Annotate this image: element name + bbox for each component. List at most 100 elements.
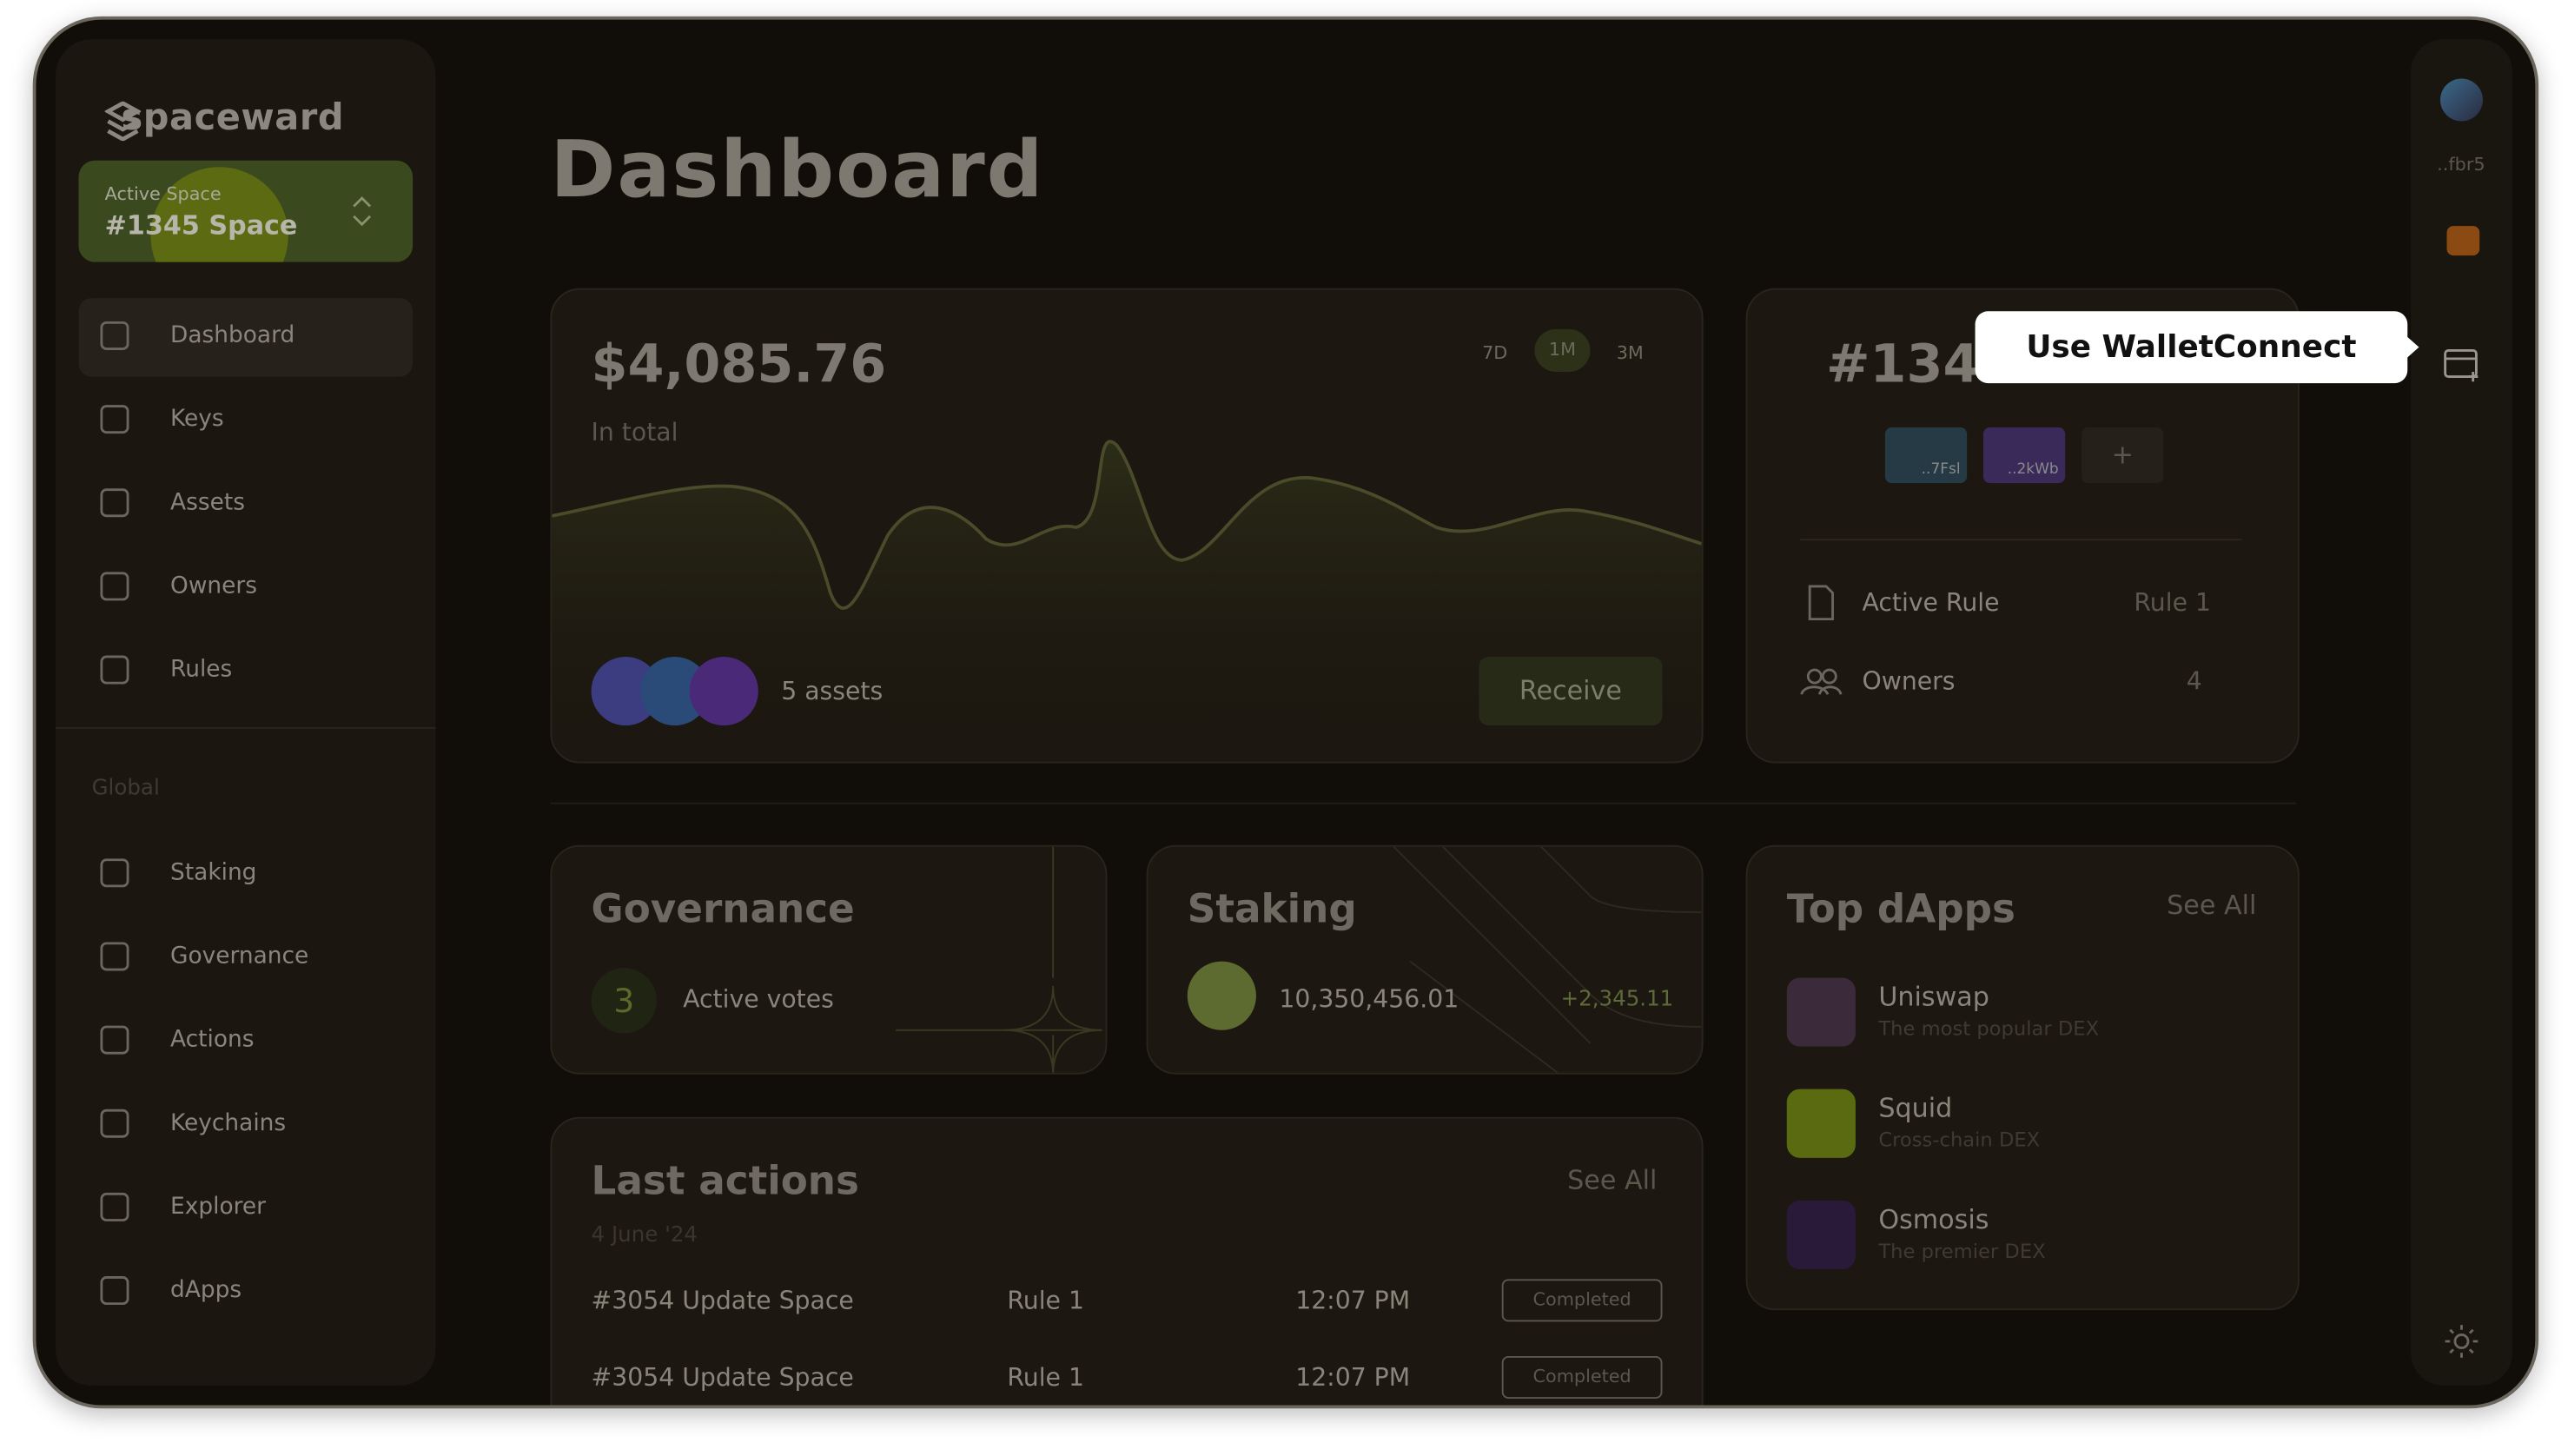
staking-change: +2,345.11: [1560, 987, 1674, 1013]
owners-icon: [1800, 668, 1843, 696]
time: 12:07 PM: [1295, 1285, 1411, 1315]
staking-token: [1187, 961, 1256, 1030]
divider: [550, 802, 2297, 804]
rule-icon: [1808, 585, 1834, 621]
action: #3054 Update Space: [591, 1285, 854, 1315]
nav-label: Actions: [170, 1027, 255, 1054]
top-dapps-card: Top dApps See All Uniswap The most popula…: [1745, 844, 2300, 1311]
nav-item[interactable]: Assets: [78, 465, 413, 543]
vote-label: Active votes: [683, 984, 834, 1014]
balance-caption: In total: [591, 417, 678, 447]
balance-sparkline: [552, 440, 1702, 762]
card-title: Staking: [1187, 885, 1357, 932]
dapp-name[interactable]: Osmosis: [1878, 1203, 1989, 1235]
status: Completed: [1501, 1279, 1663, 1322]
space-label: Active Space: [104, 183, 222, 205]
space-name: #1345 Space: [104, 209, 298, 242]
time: 12:07 PM: [1295, 1362, 1411, 1393]
last-actions-card: Last actions See All 4 June '24 #3054 Up…: [550, 1116, 1704, 1406]
nav-label: Keys: [170, 406, 224, 433]
staking-card[interactable]: Staking 10,350,456.01 +2,345.11: [1146, 844, 1704, 1075]
nav-icon: [100, 858, 129, 888]
see-all[interactable]: See All: [1567, 1164, 1658, 1196]
range-1m[interactable]: 1M: [1534, 328, 1591, 372]
nav-label: Explorer: [170, 1194, 266, 1221]
receive-button[interactable]: Receive: [1479, 656, 1663, 726]
decoration: [896, 846, 1102, 1073]
dapp-desc: The most popular DEX: [1878, 1016, 2100, 1041]
dapp-logo[interactable]: [1786, 977, 1856, 1047]
right-rail: ..fbr5: [2411, 39, 2512, 1386]
add-key[interactable]: +: [2082, 427, 2164, 484]
sidebar: spaceward Active Space #1345 Space Globa…: [56, 39, 436, 1386]
rule: Rule 1: [1007, 1285, 1084, 1315]
rule: Rule 1: [1007, 1362, 1084, 1393]
card-title: Top dApps: [1786, 885, 2015, 932]
space-switcher[interactable]: Active Space #1345 Space: [78, 160, 414, 262]
nav-icon: [100, 655, 129, 685]
dapp-name[interactable]: Uniswap: [1878, 981, 1989, 1013]
nav-label: Owners: [170, 572, 258, 599]
dapp-desc: The premier DEX: [1878, 1240, 2046, 1263]
nav-item[interactable]: Rules: [78, 632, 413, 711]
row-value[interactable]: Rule 1: [2134, 587, 2211, 618]
nav-label: Keychains: [170, 1110, 287, 1137]
nav-item[interactable]: Keys: [78, 381, 413, 460]
theme-toggle[interactable]: [2444, 1323, 2479, 1359]
nav-icon: [100, 405, 129, 434]
nav-icon: [100, 1276, 129, 1306]
nav-icon: [100, 1192, 129, 1221]
row-label: Owners: [1862, 666, 1956, 697]
nav-label: Dashboard: [170, 322, 295, 349]
nav-label: Staking: [170, 859, 257, 886]
nav-item[interactable]: Keychains: [78, 1086, 413, 1164]
nav-icon: [100, 1109, 129, 1138]
card-title: Governance: [591, 885, 855, 932]
nav-label: Rules: [170, 656, 233, 684]
date: 4 June '24: [591, 1223, 698, 1248]
app-window: spaceward Active Space #1345 Space Globa…: [32, 16, 2539, 1409]
key-chip[interactable]: ..7Fsl: [1884, 427, 1968, 484]
nav-item[interactable]: Actions: [78, 1003, 413, 1081]
governance-card[interactable]: Governance 3 Active votes: [550, 844, 1108, 1075]
avatar[interactable]: [2439, 78, 2483, 122]
balance-card: $4,085.76 In total 7D 1M 3M 5 assets Rec…: [550, 288, 1704, 764]
nav-icon: [100, 942, 129, 971]
divider: [1799, 539, 2242, 541]
nav-item[interactable]: Owners: [78, 549, 413, 627]
logo: [104, 101, 142, 142]
decoration: [1393, 846, 1702, 1073]
key-chip[interactable]: ..2kWb: [1982, 427, 2066, 484]
dapp-desc: Cross-chain DEX: [1878, 1128, 2041, 1152]
range-7d[interactable]: 7D: [1482, 342, 1508, 364]
nav-label: dApps: [170, 1277, 242, 1304]
nav-icon: [100, 321, 129, 350]
asset-matic: [689, 656, 758, 726]
section-label: Global: [91, 776, 160, 801]
nav-icon: [100, 1025, 129, 1055]
nav-icon: [100, 572, 129, 601]
balance: $4,085.76: [591, 332, 887, 395]
walletconnect-icon[interactable]: [2444, 347, 2483, 383]
staking-amount: 10,350,456.01: [1279, 984, 1459, 1014]
account: ..fbr5: [2437, 154, 2485, 175]
dapp-name[interactable]: Squid: [1878, 1092, 1953, 1124]
nav-item[interactable]: Explorer: [78, 1169, 413, 1248]
dapp-logo[interactable]: [1786, 1200, 1856, 1270]
nav-item[interactable]: Governance: [78, 919, 413, 997]
nav-item[interactable]: Dashboard: [78, 298, 414, 377]
see-all[interactable]: See All: [2167, 889, 2257, 921]
row-label: Active Rule: [1862, 587, 2000, 618]
vote-count: 3: [591, 968, 657, 1034]
chevrons: [353, 196, 372, 227]
row-value[interactable]: 4: [2186, 666, 2202, 697]
status: Completed: [1501, 1355, 1663, 1399]
brand: spaceward: [121, 98, 345, 140]
metamask[interactable]: [2446, 226, 2480, 256]
range-3m[interactable]: 3M: [1616, 342, 1644, 364]
nav-item[interactable]: Staking: [78, 835, 413, 913]
dapp-logo[interactable]: [1786, 1089, 1856, 1158]
nav-item[interactable]: dApps: [78, 1253, 413, 1331]
asset-count: 5 assets: [781, 676, 884, 706]
nav-icon: [100, 488, 129, 518]
